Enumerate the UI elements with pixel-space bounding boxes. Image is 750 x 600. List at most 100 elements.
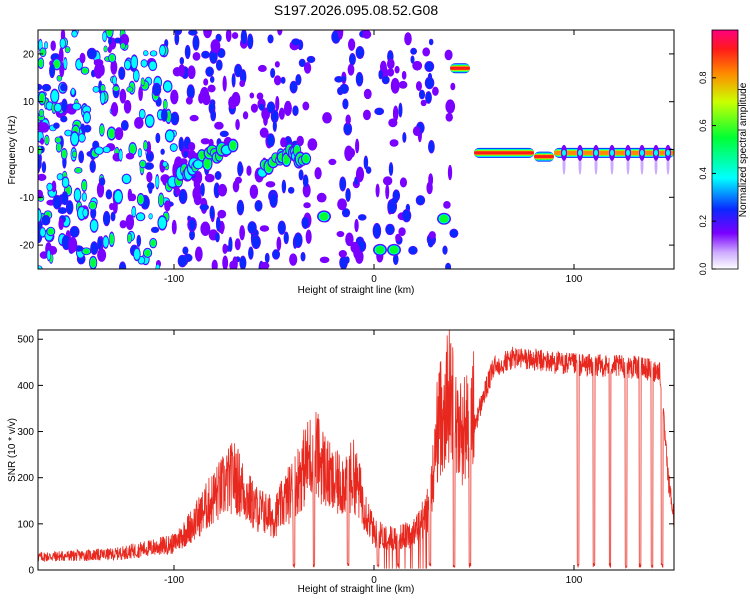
heatmap-blob xyxy=(88,200,98,211)
heatmap-blob xyxy=(40,137,45,145)
heatmap-contour xyxy=(248,247,254,260)
heatmap-blob xyxy=(314,167,322,180)
heatmap-contour xyxy=(97,237,102,250)
heatmap-blob xyxy=(64,129,73,137)
heatmap-blob xyxy=(256,92,264,100)
heatmap-contour xyxy=(231,32,239,40)
heatmap-contour xyxy=(302,101,310,111)
snr-ytick-label: 0 xyxy=(28,566,34,577)
heatmap-vertical-streak xyxy=(640,149,644,156)
heatmap-blob xyxy=(202,156,213,172)
spectrogram-xtick-label: 100 xyxy=(566,274,583,285)
heatmap-blob xyxy=(41,83,52,92)
heatmap-contour xyxy=(38,59,44,68)
heatmap-blob xyxy=(258,103,265,111)
heatmap-blob xyxy=(234,63,243,78)
heatmap-contour xyxy=(60,116,68,123)
heatmap-contour xyxy=(65,130,72,136)
heatmap-blob xyxy=(114,127,124,141)
spectrogram-xtick-label: 0 xyxy=(371,274,377,285)
heatmap-blob xyxy=(277,30,283,36)
heatmap-contour xyxy=(222,243,228,255)
heatmap-blob xyxy=(348,53,356,66)
snr-xtick-label: 100 xyxy=(566,575,583,586)
heatmap-contour xyxy=(159,45,166,56)
heatmap-blob xyxy=(293,232,303,248)
heatmap-blob xyxy=(389,139,399,147)
heatmap-blob xyxy=(211,259,218,269)
heatmap-blob xyxy=(199,86,210,103)
heatmap-contour xyxy=(408,246,418,255)
heatmap-contour xyxy=(220,130,229,137)
heatmap-blob xyxy=(119,261,127,269)
heatmap-contour xyxy=(250,103,258,113)
heatmap-contour xyxy=(183,151,188,158)
heatmap-blob xyxy=(291,38,301,46)
heatmap-blob xyxy=(93,63,103,79)
heatmap-blob xyxy=(344,256,350,264)
heatmap-contour xyxy=(301,217,309,229)
heatmap-blob xyxy=(92,85,100,93)
heatmap-contour xyxy=(105,189,112,199)
heatmap-blob xyxy=(410,47,418,55)
heatmap-blob xyxy=(55,142,62,153)
heatmap-contour xyxy=(134,117,144,129)
heatmap-contour xyxy=(39,93,45,104)
heatmap-blob xyxy=(70,130,80,147)
heatmap-blob xyxy=(257,64,267,72)
heatmap-contour xyxy=(83,248,90,254)
heatmap-blob xyxy=(46,248,51,262)
heatmap-contour xyxy=(61,149,67,158)
heatmap-blob xyxy=(239,225,245,241)
heatmap-blob xyxy=(428,173,434,187)
heatmap-blob xyxy=(132,68,140,83)
heatmap-blob xyxy=(138,86,143,101)
heatmap-contour xyxy=(259,225,270,232)
heatmap-contour xyxy=(210,76,215,83)
heatmap-blob xyxy=(182,246,189,255)
heatmap-blob xyxy=(60,115,68,123)
heatmap-contour xyxy=(160,149,165,155)
heatmap-contour xyxy=(72,103,81,110)
heatmap-contour xyxy=(443,200,451,209)
heatmap-line-band xyxy=(534,155,554,159)
heatmap-contour xyxy=(200,221,211,236)
heatmap-blob xyxy=(228,96,237,110)
heatmap-blob xyxy=(337,198,347,211)
heatmap-blob xyxy=(81,247,92,256)
heatmap-blob xyxy=(272,119,277,132)
heatmap-blob xyxy=(103,45,108,53)
heatmap-contour xyxy=(71,88,75,95)
heatmap-blob xyxy=(38,157,42,170)
heatmap-contour xyxy=(150,239,156,247)
heatmap-blob xyxy=(432,86,439,96)
heatmap-contour xyxy=(399,177,408,188)
heatmap-blob xyxy=(188,141,196,152)
heatmap-contour xyxy=(259,103,265,111)
heatmap-contour xyxy=(144,249,151,257)
heatmap-contour xyxy=(71,132,79,145)
heatmap-contour xyxy=(62,177,69,187)
colorbar-tick-label: 0.8 xyxy=(698,72,708,85)
heatmap-blob xyxy=(227,138,239,153)
heatmap-contour xyxy=(125,214,135,230)
heatmap-contour xyxy=(178,255,187,267)
heatmap-contour xyxy=(378,70,383,79)
heatmap-blob xyxy=(215,59,223,71)
heatmap-contour xyxy=(145,115,154,127)
heatmap-contour xyxy=(147,182,155,190)
heatmap-blob xyxy=(99,177,106,186)
heatmap-contour xyxy=(298,170,304,180)
heatmap-contour xyxy=(38,209,41,222)
heatmap-blob xyxy=(124,59,132,71)
heatmap-blob xyxy=(345,114,351,125)
heatmap-contour xyxy=(410,55,415,64)
heatmap-contour xyxy=(78,151,84,163)
heatmap-contour xyxy=(263,114,268,126)
heatmap-contour xyxy=(179,57,184,65)
heatmap-blob xyxy=(143,140,148,152)
heatmap-contour xyxy=(337,198,347,211)
heatmap-contour xyxy=(349,53,356,65)
heatmap-contour xyxy=(189,230,195,240)
heatmap-contour xyxy=(178,64,186,77)
